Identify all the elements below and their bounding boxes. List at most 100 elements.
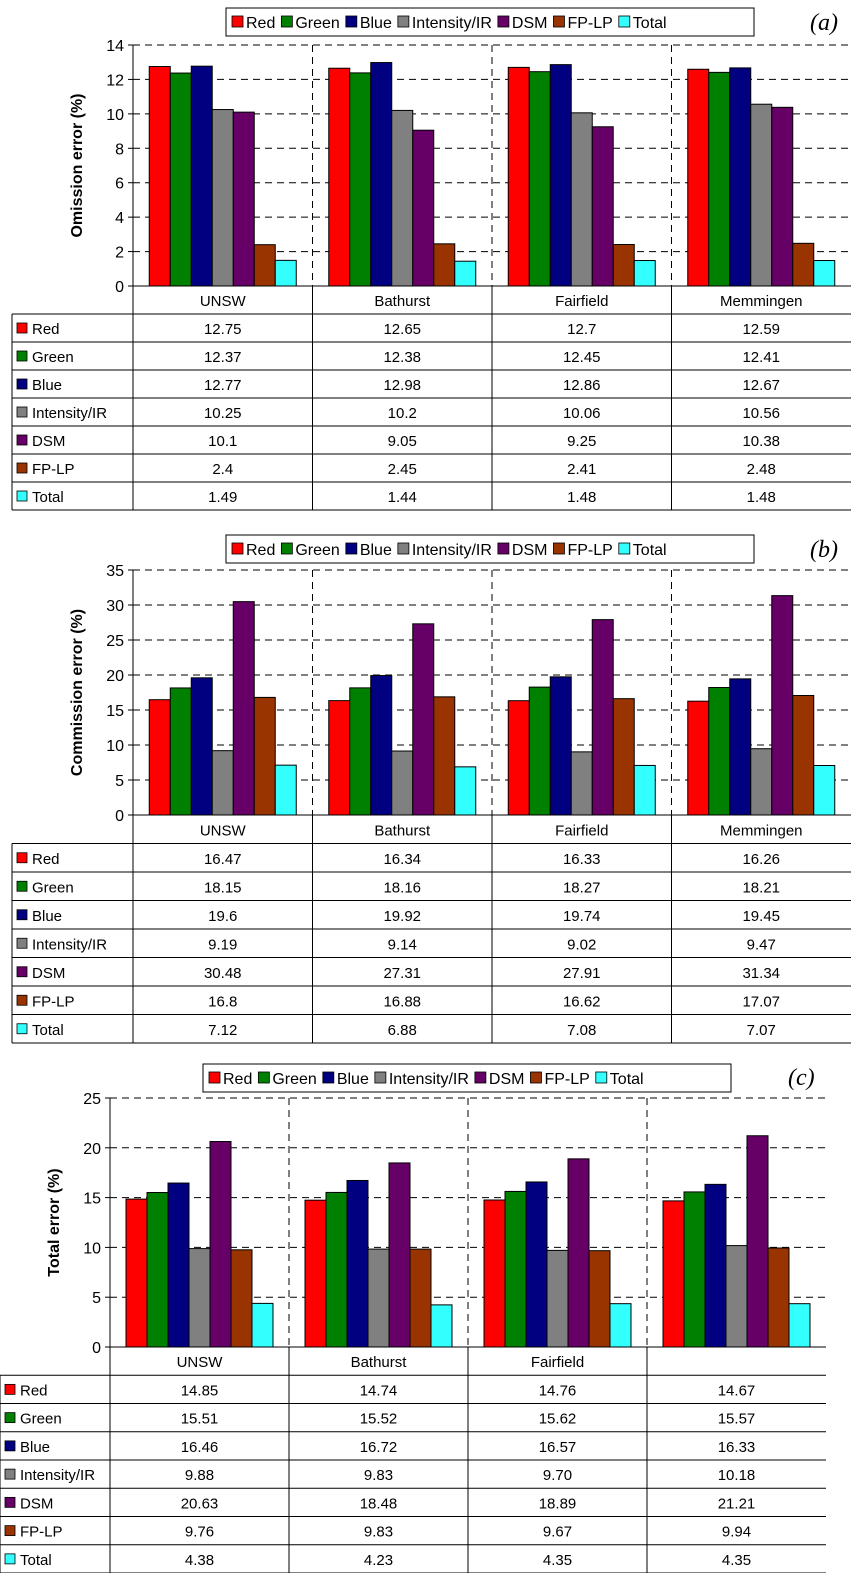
row-label: FP-LP xyxy=(20,1524,63,1541)
bar-fp-lp-1 xyxy=(433,243,456,287)
row-label: Total xyxy=(20,1552,52,1569)
y-tick-label: 25 xyxy=(83,1091,101,1108)
chart-panel-0: 0 2 4 6 8 10 12 14 UNSW Bathurst Fairfield Memminge… xyxy=(11,10,851,511)
legend-swatch-intensity-ir xyxy=(397,542,410,555)
legend-label: Green xyxy=(295,542,339,559)
y-tick-label: 2 xyxy=(115,245,124,262)
data-label: 2.48 xyxy=(747,461,776,478)
y-tick-label: 5 xyxy=(115,773,124,790)
data-label: 12.38 xyxy=(383,349,421,366)
data-label: 1.44 xyxy=(388,489,417,506)
y-tick-label: 10 xyxy=(83,1240,101,1257)
bar-total-2 xyxy=(609,1303,632,1348)
bar-fp-lp-0 xyxy=(253,696,276,816)
bar-total-1 xyxy=(454,260,477,287)
row-swatch xyxy=(16,490,28,502)
y-tick-label: 8 xyxy=(115,141,124,158)
bar-intensity-ir-0 xyxy=(211,109,234,287)
bar-red-3 xyxy=(687,68,710,287)
row-label: Intensity/IR xyxy=(32,936,107,953)
bar-dsm-2 xyxy=(567,1158,590,1348)
bar-green-0 xyxy=(169,72,192,287)
y-tick-label: 5 xyxy=(92,1290,101,1307)
bar-red-0 xyxy=(125,1198,148,1348)
data-label: 7.12 xyxy=(208,1022,237,1039)
bar-total-2 xyxy=(633,764,656,816)
panel-label: (c) xyxy=(788,1065,815,1091)
data-label: 10.56 xyxy=(742,405,780,422)
legend-swatch-red xyxy=(231,542,244,555)
y-tick-label: 4 xyxy=(115,210,124,227)
y-tick-label: 10 xyxy=(106,107,124,124)
row-label: DSM xyxy=(20,1495,53,1512)
bar-blue-0 xyxy=(190,65,213,287)
bar-dsm-1 xyxy=(388,1162,411,1348)
data-label: 18.21 xyxy=(742,879,780,896)
bar-intensity-ir-1 xyxy=(391,750,414,816)
data-label: 16.34 xyxy=(383,851,421,868)
legend-label: Intensity/IR xyxy=(412,15,492,32)
data-label: 19.45 xyxy=(742,908,780,925)
bar-fp-lp-3 xyxy=(792,242,815,287)
bar-total-2 xyxy=(633,260,656,287)
bar-dsm-1 xyxy=(412,623,435,816)
bar-blue-2 xyxy=(525,1181,548,1348)
panel-label: (b) xyxy=(810,537,838,563)
category-label: UNSW xyxy=(177,1354,224,1371)
legend-frame xyxy=(225,534,755,564)
legend-label: Blue xyxy=(360,15,392,32)
row-label: Green xyxy=(20,1411,62,1428)
data-label: 21.21 xyxy=(718,1495,756,1512)
legend-2: Red Green Blue Intensity/IR DSM FP-LP Total xyxy=(202,1063,732,1093)
legend-swatch-intensity-ir xyxy=(374,1071,387,1084)
row-swatch xyxy=(16,880,28,892)
legend-label: DSM xyxy=(489,1071,525,1088)
legend-swatch-green xyxy=(257,1071,270,1084)
legend-label: Intensity/IR xyxy=(412,542,492,559)
bar-fp-lp-0 xyxy=(253,244,276,287)
bar-blue-2 xyxy=(549,64,572,287)
data-label: 10.1 xyxy=(208,433,237,450)
data-label: 9.47 xyxy=(747,936,776,953)
bar-red-3 xyxy=(662,1200,685,1348)
data-label: 9.88 xyxy=(185,1467,214,1484)
data-label: 16.57 xyxy=(539,1439,577,1456)
data-label: 12.77 xyxy=(204,377,242,394)
data-label: 9.70 xyxy=(543,1467,572,1484)
y-tick-label: 0 xyxy=(115,279,124,296)
bar-green-0 xyxy=(146,1192,169,1348)
bar-fp-lp-2 xyxy=(612,698,635,816)
data-label: 16.88 xyxy=(383,993,421,1010)
legend-label: Total xyxy=(633,15,667,32)
data-label: 4.38 xyxy=(185,1552,214,1569)
legend-swatch-red xyxy=(231,15,244,28)
data-label: 16.46 xyxy=(181,1439,219,1456)
data-label: 9.14 xyxy=(388,936,417,953)
bar-dsm-2 xyxy=(591,126,614,287)
data-label: 17.07 xyxy=(742,993,780,1010)
legend-label: Green xyxy=(272,1071,316,1088)
bar-intensity-ir-2 xyxy=(570,751,593,816)
bar-green-1 xyxy=(349,72,372,287)
data-label: 9.83 xyxy=(364,1467,393,1484)
bar-fp-lp-3 xyxy=(767,1247,790,1348)
legend-swatch-red xyxy=(208,1071,221,1084)
row-swatch xyxy=(4,1468,16,1480)
bar-dsm-0 xyxy=(209,1141,232,1348)
panel-label: (a) xyxy=(810,10,838,36)
bar-red-1 xyxy=(328,700,351,816)
row-label: Green xyxy=(32,349,74,366)
data-label: 27.91 xyxy=(563,965,601,982)
bar-total-0 xyxy=(251,1302,274,1348)
data-label: 19.92 xyxy=(383,908,421,925)
bar-blue-1 xyxy=(370,675,393,816)
bar-dsm-0 xyxy=(232,601,255,816)
data-label: 16.72 xyxy=(360,1439,398,1456)
row-swatch xyxy=(16,350,28,362)
row-swatch xyxy=(16,378,28,390)
data-label: 16.62 xyxy=(563,993,601,1010)
data-label: 10.25 xyxy=(204,405,242,422)
category-label: UNSW xyxy=(200,822,247,839)
row-label: Blue xyxy=(32,908,62,925)
row-swatch xyxy=(16,406,28,418)
